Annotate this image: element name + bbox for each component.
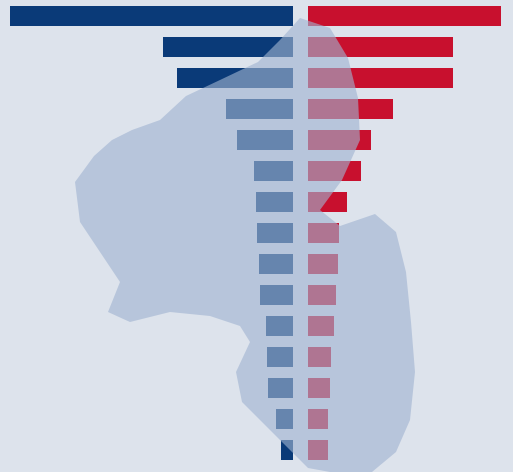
map-silhouette: [75, 18, 415, 472]
left-bar: [163, 37, 293, 57]
right-bar: [308, 6, 501, 26]
left-bar: [10, 6, 293, 26]
